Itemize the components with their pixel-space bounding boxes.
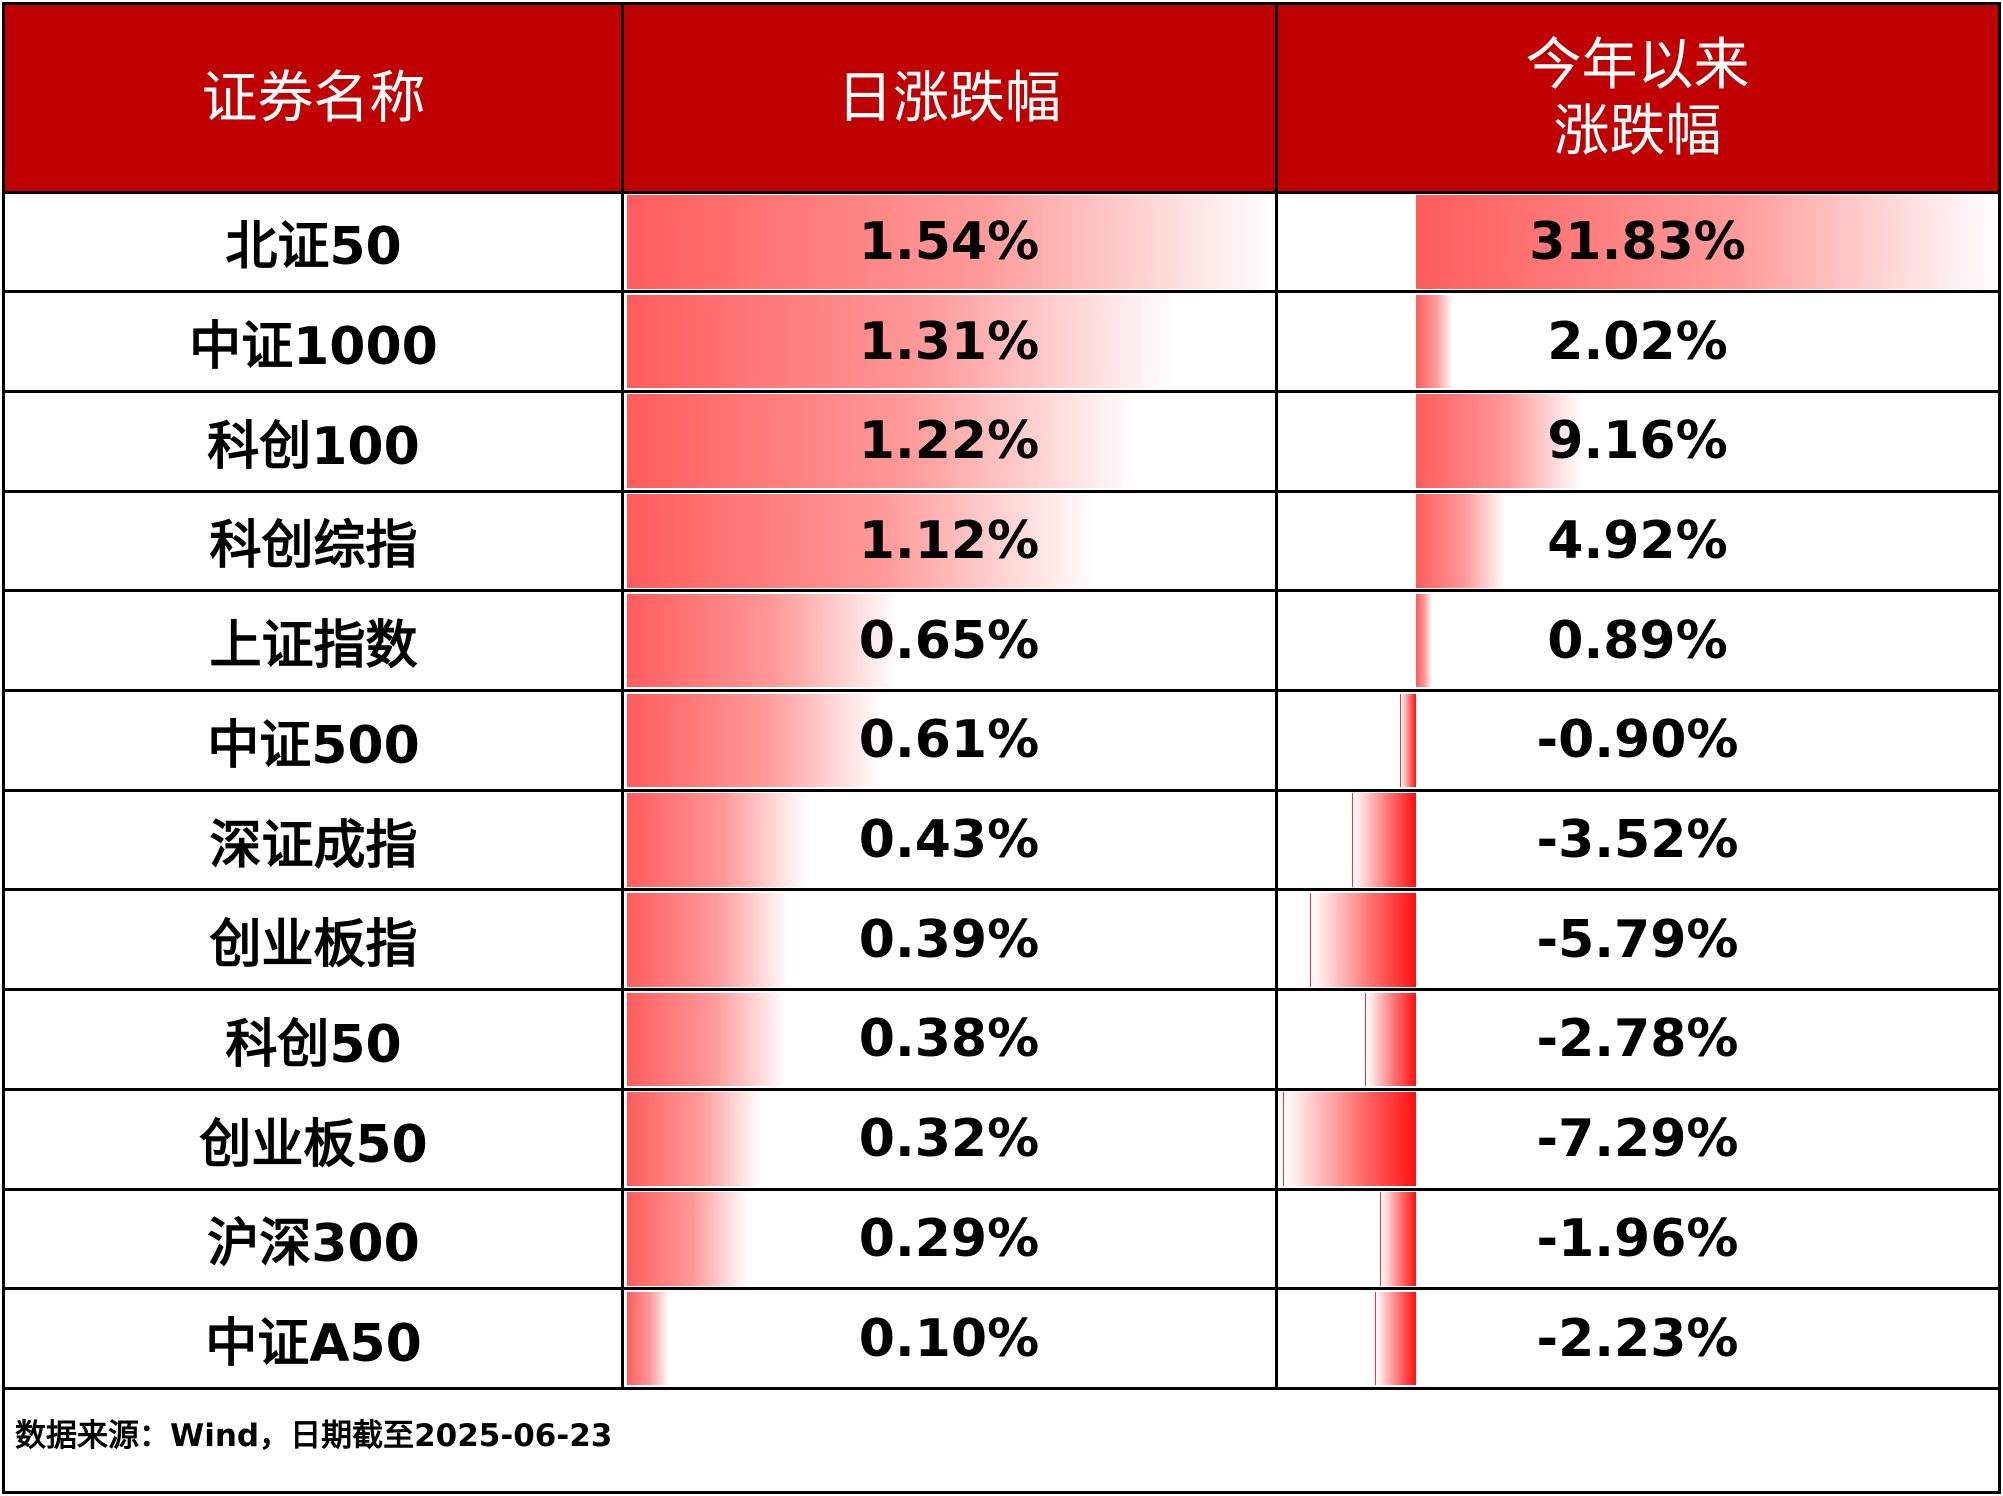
security-name: 沪深300 xyxy=(207,1214,420,1275)
ytd-bar xyxy=(1416,195,1996,289)
ytd-bar xyxy=(1380,1192,1416,1286)
change-value: 4.92% xyxy=(1547,510,1728,571)
change-value: 0.39% xyxy=(858,909,1040,970)
ytd-bar xyxy=(1310,892,1416,987)
security-name: 科创综指 xyxy=(209,516,418,577)
daily-bar xyxy=(627,1192,749,1286)
grid-line xyxy=(2,1491,2001,1494)
daily-bar xyxy=(627,1092,762,1186)
ytd-bar xyxy=(1283,1092,1416,1186)
security-name: 科创100 xyxy=(207,416,420,477)
change-value: 2.02% xyxy=(1547,311,1728,372)
change-value: 31.83% xyxy=(1529,211,1746,272)
grid-line xyxy=(620,2,624,1389)
change-value: 1.54% xyxy=(858,211,1040,272)
ytd-bar xyxy=(1399,693,1416,788)
change-value: 0.38% xyxy=(858,1009,1040,1070)
change-value: 0.10% xyxy=(858,1308,1040,1369)
column-header: 今年以来涨跌幅 xyxy=(1525,32,1750,164)
grid-line xyxy=(2,489,2001,493)
column-header: 日涨跌幅 xyxy=(837,65,1061,131)
daily-bar xyxy=(627,693,883,788)
security-name: 科创50 xyxy=(225,1014,402,1075)
security-name: 北证50 xyxy=(225,217,402,278)
security-name: 创业板指 xyxy=(209,915,418,976)
grid-line xyxy=(2,1386,2001,1390)
security-name: 中证A50 xyxy=(205,1314,422,1375)
grid-line xyxy=(1274,2,1278,1389)
column-header: 证券名称 xyxy=(201,65,426,131)
change-value: 0.32% xyxy=(858,1109,1040,1170)
security-name: 深证成指 xyxy=(209,815,418,876)
security-name: 中证500 xyxy=(207,715,420,776)
grid-line xyxy=(2,988,2001,992)
change-value: 0.43% xyxy=(858,810,1040,871)
grid-line xyxy=(2,589,2001,593)
daily-bar xyxy=(627,892,791,987)
security-name: 创业板50 xyxy=(199,1114,428,1175)
footer-source: 数据来源：Wind，日期截至2025-06-23 xyxy=(15,1418,613,1454)
grid-line xyxy=(2,689,2001,692)
daily-bar xyxy=(627,294,1176,389)
grid-line xyxy=(2,190,2001,194)
change-value: 1.12% xyxy=(858,510,1040,571)
grid-line xyxy=(2,788,2001,792)
daily-bar xyxy=(627,1291,669,1386)
change-value: 9.16% xyxy=(1547,411,1728,472)
ytd-bar xyxy=(1416,494,1506,588)
grid-line xyxy=(2,888,2001,892)
ytd-bar xyxy=(1375,1291,1416,1386)
change-value: 0.29% xyxy=(858,1208,1040,1269)
ytd-bar xyxy=(1416,593,1433,688)
daily-bar xyxy=(627,494,1097,588)
ytd-bar xyxy=(1416,294,1453,389)
change-value: -3.52% xyxy=(1536,810,1739,871)
change-value: -2.78% xyxy=(1536,1009,1739,1070)
change-value: -2.23% xyxy=(1536,1308,1739,1369)
ytd-bar xyxy=(1365,992,1416,1087)
grid-line xyxy=(2,1287,2001,1291)
change-value: -7.29% xyxy=(1536,1109,1739,1170)
security-name: 中证1000 xyxy=(189,317,438,378)
ytd-bar xyxy=(1351,793,1416,887)
grid-line xyxy=(2,1187,2001,1191)
grid-line xyxy=(2,2,2001,5)
change-value: 0.65% xyxy=(858,610,1040,671)
security-name: 上证指数 xyxy=(209,616,418,677)
change-value: -5.79% xyxy=(1536,909,1739,970)
change-value: 1.22% xyxy=(858,411,1040,472)
daily-bar xyxy=(627,195,1272,289)
change-value: -1.96% xyxy=(1536,1208,1739,1269)
daily-bar xyxy=(627,992,787,1087)
grid-line xyxy=(1998,2,2001,1494)
change-value: 1.31% xyxy=(858,311,1040,372)
grid-line xyxy=(2,290,2001,294)
daily-bar xyxy=(627,394,1138,489)
daily-bar xyxy=(627,793,808,887)
change-value: -0.90% xyxy=(1536,710,1739,771)
ytd-bar xyxy=(1416,394,1583,489)
change-value: 0.61% xyxy=(858,710,1040,771)
header-bg xyxy=(5,5,1999,192)
grid-line xyxy=(2,2,5,1494)
change-value: 0.89% xyxy=(1547,610,1728,671)
daily-bar xyxy=(627,593,900,688)
grid-line xyxy=(2,1087,2001,1091)
grid-line xyxy=(2,389,2001,393)
